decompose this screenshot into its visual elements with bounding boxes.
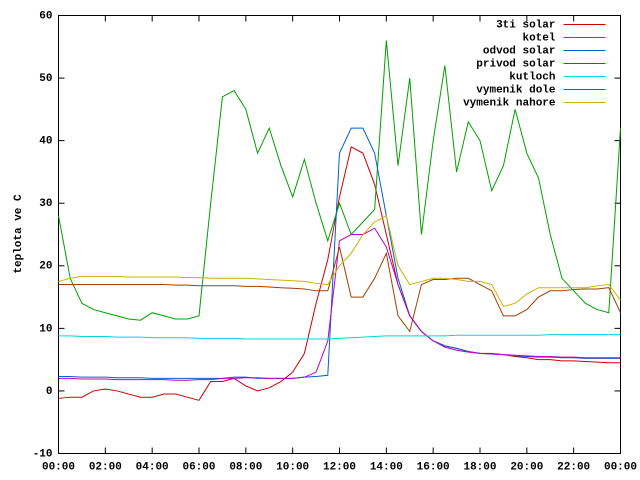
legend-label: 3ti solar: [496, 19, 555, 31]
series-line: [58, 40, 621, 321]
legend-label: vymenik dole: [476, 84, 556, 96]
x-tick-label: 16:00: [417, 461, 450, 473]
y-tick-label: 10: [39, 323, 52, 335]
x-tick-label: 12:00: [323, 461, 356, 473]
x-tick-label: 02:00: [89, 461, 122, 473]
y-tick-label: -10: [33, 448, 53, 460]
legend-label: privod solar: [476, 58, 555, 70]
x-tick-label: 14:00: [370, 461, 403, 473]
legend-label: vymenik nahore: [463, 97, 556, 109]
y-tick-label: 0: [46, 386, 53, 398]
x-tick-label: 22:00: [557, 461, 590, 473]
legend-label: kutloch: [509, 71, 555, 83]
x-tick-label: 18:00: [463, 461, 496, 473]
series-line: [58, 246, 621, 333]
y-tick-label: 30: [39, 198, 52, 210]
series-line: [58, 214, 621, 308]
y-axis-label: teplota ve C: [13, 194, 25, 274]
y-tick-label: 20: [39, 261, 52, 273]
y-tick-label: 50: [39, 73, 52, 85]
x-tick-label: 06:00: [182, 461, 215, 473]
x-tick-label: 10:00: [276, 461, 309, 473]
series-line: [58, 227, 621, 381]
x-tick-label: 08:00: [229, 461, 262, 473]
legend-label: odvod solar: [483, 45, 556, 57]
series-line: [58, 146, 621, 401]
y-tick-label: 40: [39, 136, 52, 148]
x-tick-label: 20:00: [510, 461, 543, 473]
x-tick-label: 00:00: [604, 461, 637, 473]
series-line: [58, 334, 621, 340]
series-line: [58, 127, 621, 379]
y-tick-label: 60: [39, 10, 52, 22]
x-tick-label: 00:00: [42, 461, 75, 473]
x-tick-label: 04:00: [136, 461, 169, 473]
legend-label: kotel: [522, 32, 555, 44]
